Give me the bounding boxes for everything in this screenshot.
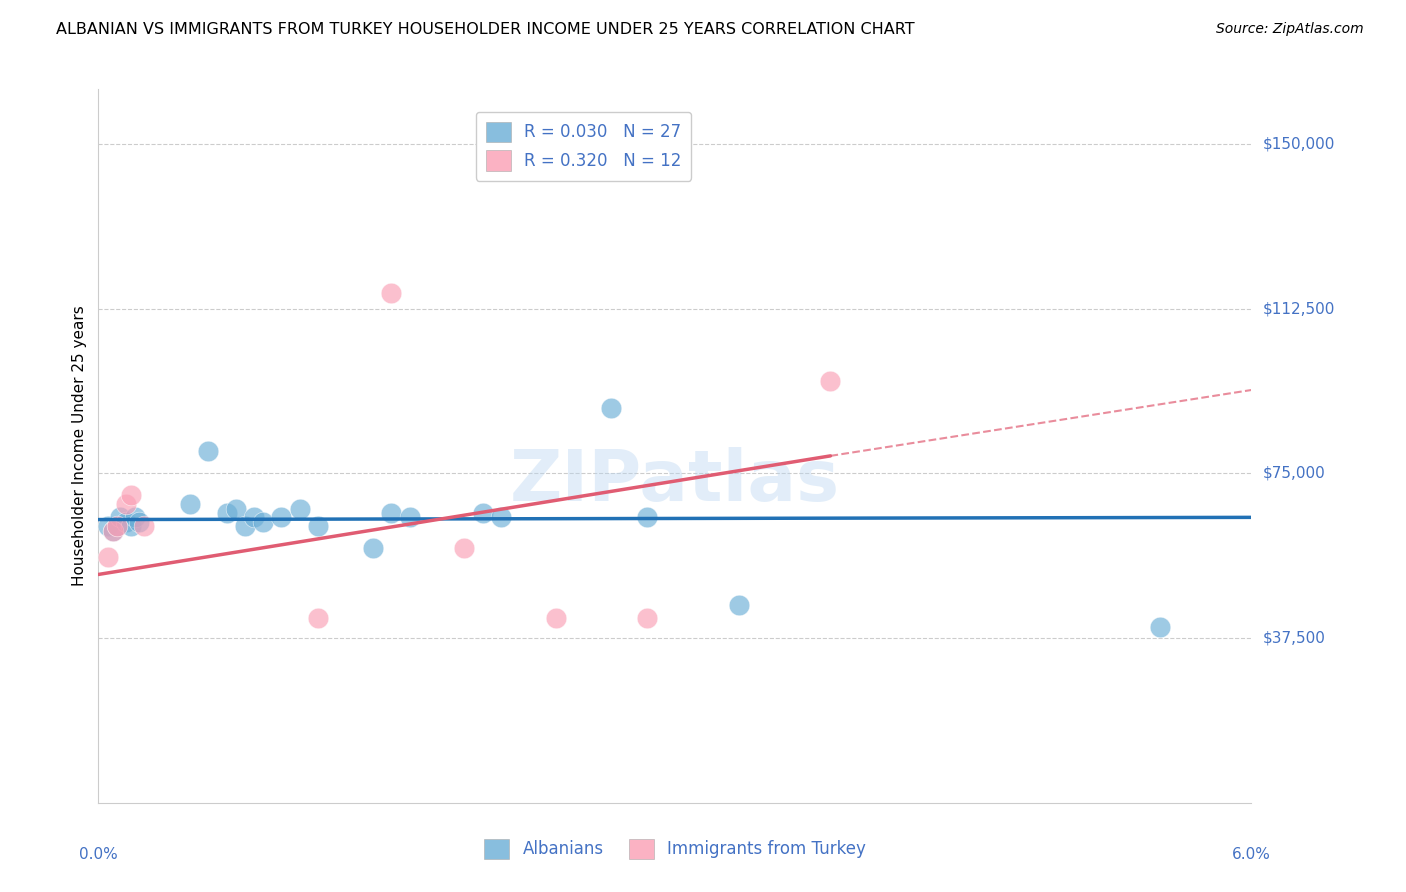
Text: 6.0%: 6.0% (1232, 847, 1271, 862)
Point (1149, 620, 1171, 634)
Point (101, 524, 124, 538)
Point (225, 501, 247, 516)
Text: $75,000: $75,000 (1263, 466, 1326, 481)
Point (105, 519, 128, 533)
Point (636, 611, 658, 625)
Point (97, 519, 120, 533)
Point (115, 497, 138, 511)
Text: $112,500: $112,500 (1263, 301, 1334, 317)
Point (120, 519, 142, 533)
Text: 0.0%: 0.0% (79, 847, 118, 862)
Point (270, 510, 292, 524)
Point (120, 488, 142, 502)
Y-axis label: Householder Income Under 25 years: Householder Income Under 25 years (72, 306, 87, 586)
Point (179, 497, 201, 511)
Point (134, 519, 156, 533)
Point (97, 549, 120, 564)
Text: $150,000: $150,000 (1263, 136, 1334, 152)
Point (307, 519, 329, 533)
Point (820, 374, 842, 388)
Point (471, 506, 494, 520)
Point (233, 519, 256, 533)
Text: Source: ZipAtlas.com: Source: ZipAtlas.com (1216, 22, 1364, 37)
Point (124, 510, 146, 524)
Text: ZIPatlas: ZIPatlas (510, 447, 839, 516)
Text: ALBANIAN VS IMMIGRANTS FROM TURKEY HOUSEHOLDER INCOME UNDER 25 YEARS CORRELATION: ALBANIAN VS IMMIGRANTS FROM TURKEY HOUSE… (56, 22, 915, 37)
Point (197, 444, 219, 458)
Point (215, 506, 238, 520)
Point (544, 611, 567, 625)
Point (128, 515, 150, 529)
Point (101, 524, 124, 538)
Point (599, 401, 621, 415)
Legend: Albanians, Immigrants from Turkey: Albanians, Immigrants from Turkey (478, 832, 872, 866)
Point (115, 515, 138, 529)
Point (453, 541, 475, 555)
Text: $37,500: $37,500 (1263, 631, 1326, 646)
Point (243, 510, 266, 524)
Point (361, 541, 384, 555)
Point (252, 515, 274, 529)
Point (380, 506, 402, 520)
Point (288, 501, 311, 516)
Point (489, 510, 512, 524)
Point (636, 510, 658, 524)
Point (110, 510, 132, 524)
Point (398, 510, 420, 524)
Point (728, 598, 751, 612)
Point (307, 611, 329, 625)
Point (105, 519, 128, 533)
Point (380, 286, 402, 301)
